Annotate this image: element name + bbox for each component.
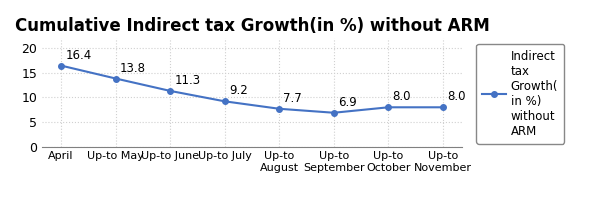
Text: 13.8: 13.8	[120, 62, 146, 75]
Indirect
tax
Growth(
in %)
without
ARM	[275, 108, 283, 110]
Indirect
tax
Growth(
in %)
without
ARM	[112, 77, 119, 80]
Indirect
tax
Growth(
in %)
without
ARM	[330, 112, 337, 114]
Indirect
tax
Growth(
in %)
without
ARM	[221, 100, 229, 103]
Indirect
tax
Growth(
in %)
without
ARM	[58, 64, 65, 67]
Text: 9.2: 9.2	[229, 84, 248, 97]
Line: Indirect
tax
Growth(
in %)
without
ARM: Indirect tax Growth( in %) without ARM	[58, 63, 446, 116]
Title: Cumulative Indirect tax Growth(in %) without ARM: Cumulative Indirect tax Growth(in %) wit…	[14, 17, 490, 35]
Text: 6.9: 6.9	[338, 96, 357, 109]
Text: 11.3: 11.3	[175, 74, 200, 87]
Text: 8.0: 8.0	[447, 90, 466, 103]
Text: 16.4: 16.4	[65, 49, 92, 62]
Text: 7.7: 7.7	[283, 92, 302, 105]
Text: 8.0: 8.0	[392, 90, 411, 103]
Indirect
tax
Growth(
in %)
without
ARM	[439, 106, 446, 109]
Indirect
tax
Growth(
in %)
without
ARM	[167, 90, 174, 92]
Indirect
tax
Growth(
in %)
without
ARM	[385, 106, 392, 109]
Legend: Indirect
tax
Growth(
in %)
without
ARM: Indirect tax Growth( in %) without ARM	[476, 44, 564, 143]
